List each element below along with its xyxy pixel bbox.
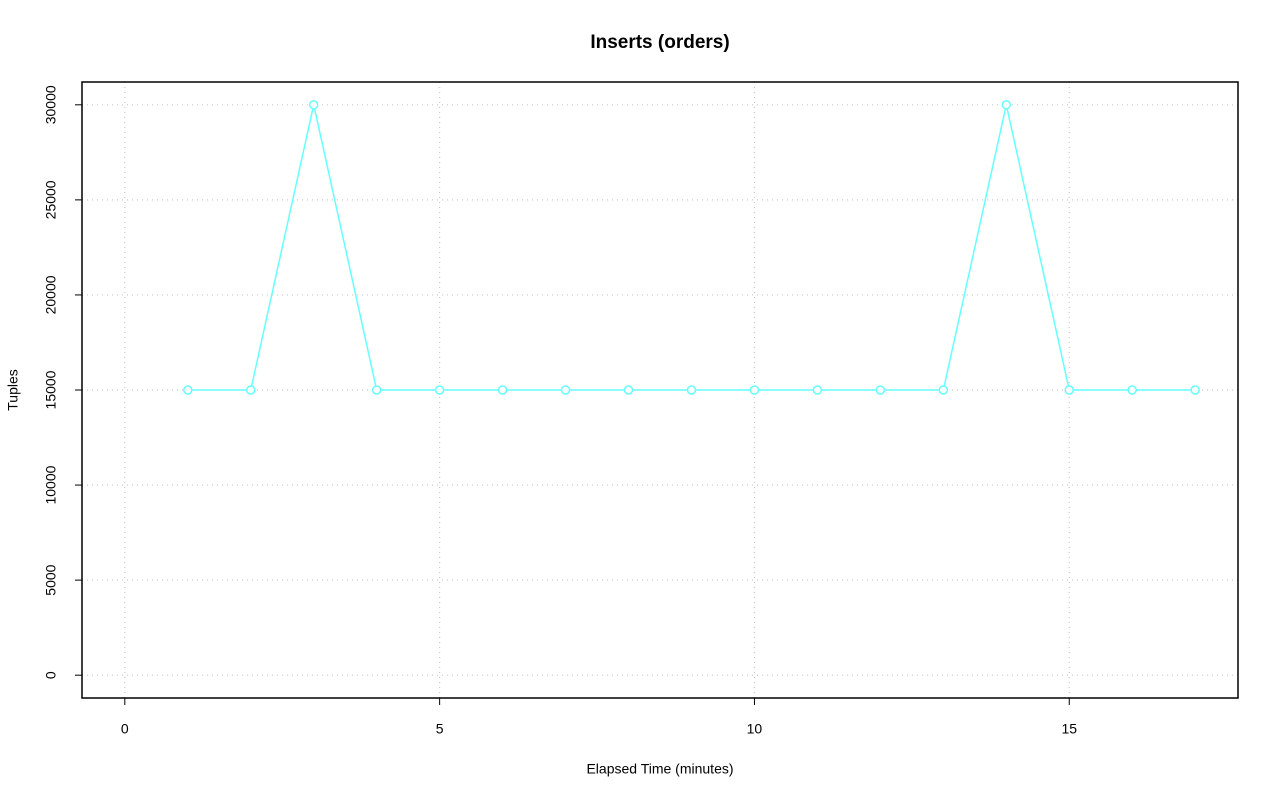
x-tick-label: 10 (747, 721, 763, 737)
data-point (183, 385, 193, 395)
plot-frame (81, 81, 1239, 699)
y-tick-label: 30000 (43, 85, 59, 124)
data-point (749, 385, 760, 395)
x-tick-label: 0 (121, 721, 129, 737)
data-point (371, 385, 382, 395)
data-point (560, 385, 571, 395)
data-point (1001, 100, 1012, 110)
series-line (187, 104, 1196, 391)
data-point (875, 385, 886, 395)
x-tick-label: 15 (1061, 721, 1077, 737)
y-tick-label: 10000 (43, 465, 59, 504)
data-point (623, 385, 634, 395)
data-point (1190, 385, 1200, 395)
y-tick-label: 15000 (43, 370, 59, 409)
y-axis-label: Tuples (5, 369, 21, 411)
y-tick-label: 25000 (43, 180, 59, 219)
x-axis-label: Elapsed Time (minutes) (586, 761, 733, 777)
data-point (938, 385, 949, 395)
data-point (686, 385, 697, 395)
x-tick-label: 5 (436, 721, 444, 737)
chart-title: Inserts (orders) (590, 32, 729, 53)
data-point (308, 100, 319, 110)
data-point (1064, 385, 1075, 395)
y-tick-label: 0 (43, 671, 59, 679)
y-tick-label: 5000 (43, 564, 59, 595)
data-point (812, 385, 823, 395)
y-tick-label: 20000 (43, 275, 59, 314)
data-point (434, 385, 445, 395)
data-point (497, 385, 508, 395)
data-point (1127, 385, 1137, 395)
data-point (245, 385, 256, 395)
